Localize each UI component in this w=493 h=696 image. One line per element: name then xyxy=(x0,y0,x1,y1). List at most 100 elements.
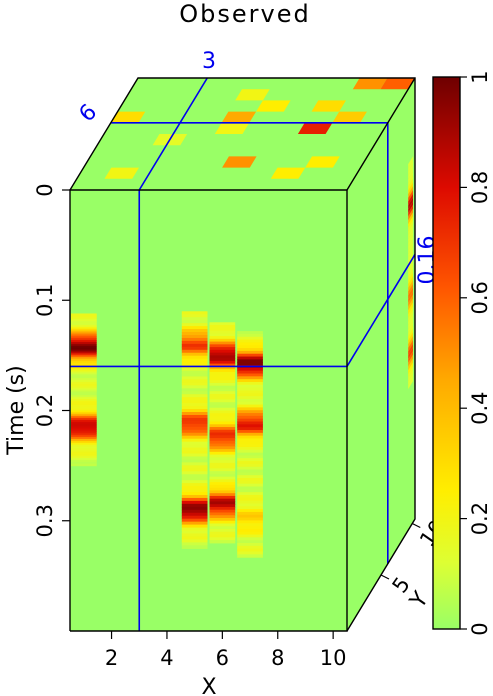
front-trace-segment xyxy=(71,340,97,343)
front-trace-segment xyxy=(237,413,263,417)
front-trace-segment xyxy=(181,545,208,549)
front-trace-segment xyxy=(71,463,97,467)
front-trace-segment xyxy=(181,477,208,481)
front-trace-segment xyxy=(237,514,263,519)
x-axis-label: X xyxy=(201,675,216,696)
front-trace-segment xyxy=(71,419,97,423)
front-trace-segment xyxy=(209,482,236,486)
front-trace-segment xyxy=(71,423,97,427)
front-trace-segment xyxy=(181,515,208,520)
front-trace-segment xyxy=(237,551,263,555)
front-trace-segment xyxy=(181,524,208,529)
front-trace-segment xyxy=(209,529,236,533)
front-trace-segment xyxy=(209,520,236,525)
top-cell xyxy=(270,167,306,179)
front-trace-segment xyxy=(209,479,236,483)
front-trace-segment xyxy=(209,418,236,423)
front-trace-segment xyxy=(209,407,236,412)
front-trace-segment xyxy=(71,381,97,385)
front-trace-segment xyxy=(237,362,263,366)
front-trace-segment xyxy=(181,465,208,469)
front-trace-segment xyxy=(237,348,263,352)
front-trace-segment xyxy=(71,345,97,349)
front-trace-segment xyxy=(209,490,236,494)
front-trace-segment xyxy=(209,509,236,514)
front-trace-segment xyxy=(181,462,208,466)
side-trace-segment xyxy=(408,171,413,183)
front-trace-segment xyxy=(181,376,208,381)
x-axis: 2 4 6 8 10 xyxy=(105,631,347,670)
side-trace-segment xyxy=(408,317,413,330)
front-trace-segment xyxy=(71,313,97,316)
front-trace-segment xyxy=(209,526,236,530)
front-trace-segment xyxy=(237,526,263,530)
front-trace-segment xyxy=(209,495,236,500)
front-trace-segment xyxy=(209,438,236,442)
side-trace-segment xyxy=(408,182,413,195)
x-tick-label: 8 xyxy=(271,646,284,670)
front-trace-segment xyxy=(181,346,208,351)
side-trace-segment xyxy=(408,369,413,382)
front-trace-segment xyxy=(237,390,263,394)
front-trace-segment xyxy=(209,363,236,367)
front-trace-segment xyxy=(209,451,236,456)
side-trace-segment xyxy=(408,234,413,247)
front-trace-segment xyxy=(209,344,236,348)
front-trace-segment xyxy=(237,333,263,338)
front-trace-segment xyxy=(181,542,208,546)
side-trace-segment xyxy=(408,373,413,386)
front-trace-segment xyxy=(181,503,208,508)
top-cell xyxy=(352,78,388,90)
front-trace-segment xyxy=(181,349,208,354)
t-tick-label: 0.1 xyxy=(33,284,57,317)
front-trace-segment xyxy=(209,358,236,362)
front-trace-segment xyxy=(209,388,236,392)
front-trace-segment xyxy=(71,366,97,370)
top-cell xyxy=(214,122,250,134)
side-trace-segment xyxy=(408,163,413,176)
front-trace-segment xyxy=(181,512,208,517)
front-trace-segment xyxy=(71,343,97,347)
side-trace-segment xyxy=(408,204,413,217)
side-trace-segment xyxy=(408,279,413,292)
side-trace-segment xyxy=(408,328,413,341)
top-cell xyxy=(235,89,270,101)
front-trace-segment xyxy=(237,554,263,558)
front-trace-segment xyxy=(237,500,263,505)
front-trace-segment xyxy=(181,414,208,419)
front-trace-segment xyxy=(209,352,236,356)
front-trace-segment xyxy=(237,396,263,400)
front-trace-segment xyxy=(71,397,97,400)
side-trace-segment xyxy=(408,358,413,371)
front-trace-segment xyxy=(71,361,97,364)
front-trace-segment xyxy=(181,533,208,538)
front-trace-segment xyxy=(209,429,236,434)
front-trace-segment xyxy=(237,359,263,363)
front-trace-segment xyxy=(71,456,97,459)
front-trace-segment xyxy=(237,398,263,403)
front-trace-segment xyxy=(209,341,236,345)
front-trace-segment xyxy=(237,506,263,510)
front-trace-segment xyxy=(237,381,263,386)
slice-line-x-top xyxy=(138,77,208,191)
cube-edge xyxy=(346,77,416,191)
front-trace-segment xyxy=(181,489,208,493)
front-trace-segment xyxy=(181,373,208,378)
front-trace-segment xyxy=(209,416,236,420)
front-trace-segment xyxy=(181,388,208,392)
front-trace-segment xyxy=(181,332,208,336)
front-trace-segment xyxy=(181,337,208,342)
front-trace-segment xyxy=(181,391,208,395)
slice-line-t-side xyxy=(346,253,416,367)
front-trace-segment xyxy=(209,355,236,359)
front-trace-segment xyxy=(71,425,97,429)
front-trace-segment xyxy=(209,385,236,390)
front-trace-segment xyxy=(181,329,208,333)
front-trace-segment xyxy=(209,468,236,472)
side-trace-segment xyxy=(408,227,413,240)
front-trace-segment xyxy=(181,355,208,360)
front-trace-segment xyxy=(209,504,236,508)
front-trace-segment xyxy=(209,446,236,450)
front-trace-segment xyxy=(181,530,208,535)
front-trace-segment xyxy=(209,476,236,481)
